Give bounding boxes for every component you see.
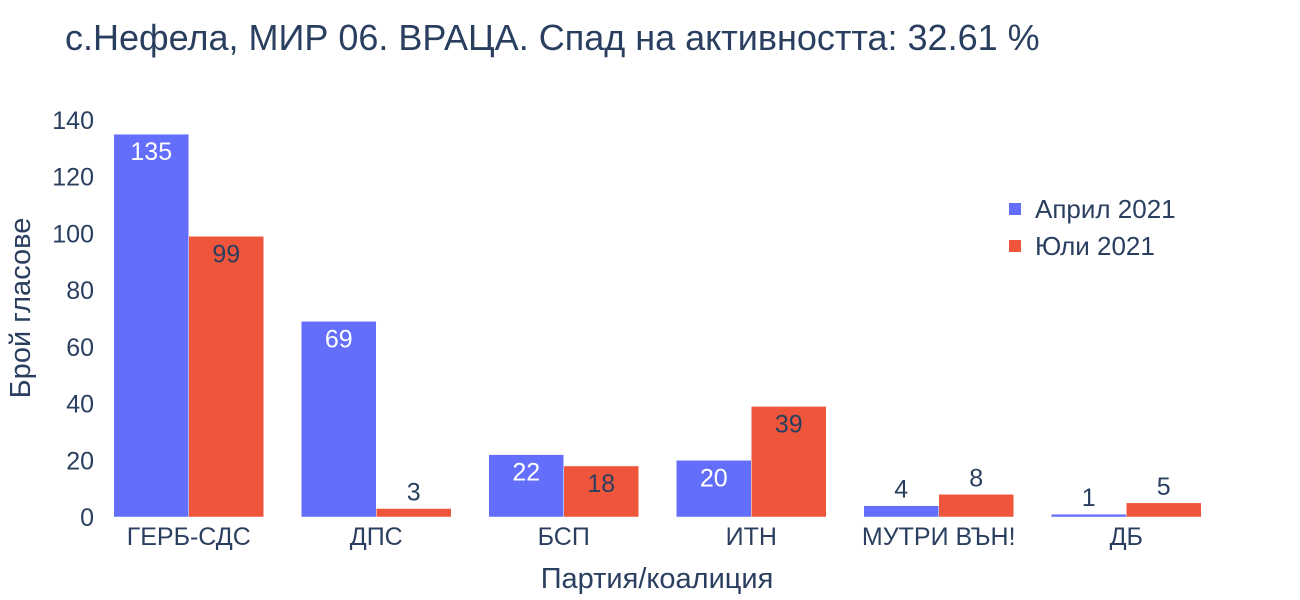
bar-value-label: 135 [130,138,172,166]
bar-april [676,460,752,518]
legend-swatch [1009,203,1021,215]
bar-labels: 135 99 69 3 22 18 20 39 4 8 1 5 [130,138,1170,512]
bar-april [1051,513,1127,518]
x-axis-title: Партия/коалиция [541,563,774,595]
x-tick-label: БСП [538,523,590,551]
bar-april [113,133,189,518]
bar-july [1126,502,1202,518]
bar-value-label: 3 [407,478,421,506]
bar-july [563,465,639,518]
x-tick-label: МУТРИ ВЪН! [862,523,1016,551]
bar-value-label: 4 [894,476,908,504]
y-tick-label: 40 [66,391,94,419]
y-tick-label: 20 [66,447,94,475]
bar-value-label: 22 [512,459,540,487]
bar-july [188,236,264,518]
bars [113,133,1202,518]
x-tick-label: ДБ [1110,523,1143,551]
bar-value-label: 1 [1082,484,1096,512]
bar-july [376,508,452,518]
bar-value-label: 8 [969,464,983,492]
chart-title: с.Нефела, МИР 06. ВРАЦА. Спад на активно… [65,17,1040,58]
bar-april [301,321,377,518]
legend-label: Юли 2021 [1035,231,1155,261]
y-tick-label: 60 [66,334,94,362]
bar-value-label: 69 [325,325,353,353]
y-tick-label: 140 [52,107,94,135]
bar-april [488,454,564,518]
y-axis-ticks: 0 20 40 60 80 100 120 140 [52,107,94,532]
x-tick-label: ИТН [726,523,777,551]
bar-july [751,406,827,518]
bar-value-label: 39 [775,410,803,438]
bar-value-label: 5 [1157,473,1171,501]
bar-value-label: 18 [587,470,615,498]
y-tick-label: 80 [66,277,94,305]
bar-value-label: 20 [700,464,728,492]
y-tick-label: 120 [52,164,94,192]
y-tick-label: 100 [52,220,94,248]
y-axis-title: Брой гласове [5,218,37,399]
x-tick-label: ДПС [350,523,403,551]
x-tick-label: ГЕРБ-СДС [127,523,251,551]
legend-swatch [1009,240,1021,252]
bar-july [938,494,1014,518]
bar-april [863,505,939,518]
legend-label: Април 2021 [1035,194,1176,224]
legend: Април 2021 Юли 2021 [1009,194,1176,261]
y-tick-label: 0 [80,504,94,532]
bar-value-label: 99 [212,240,240,268]
x-axis-ticks: ГЕРБ-СДС ДПС БСП ИТН МУТРИ ВЪН! ДБ [127,523,1143,551]
